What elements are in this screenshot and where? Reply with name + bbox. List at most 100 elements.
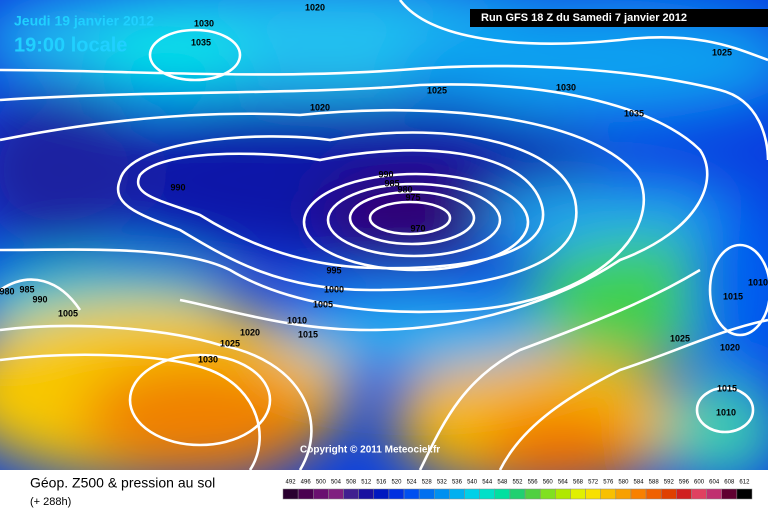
isobar-label: 985 xyxy=(19,284,34,294)
isobar-label: 1020 xyxy=(310,102,330,112)
legend-swatch xyxy=(615,488,632,500)
legend-swatch xyxy=(570,488,586,500)
isobar xyxy=(418,268,701,470)
legend-swatch xyxy=(660,488,677,500)
legend-swatch xyxy=(676,488,692,500)
run-info: Run GFS 18 Z du Samedi 7 janvier 2012 xyxy=(481,12,687,24)
legend-swatch xyxy=(539,488,556,500)
isobar-label: 1020 xyxy=(240,327,260,337)
legend-swatch xyxy=(509,488,526,500)
legend-swatch xyxy=(479,488,496,500)
isobar-label: 1005 xyxy=(58,308,78,318)
isobar-label: 1025 xyxy=(670,333,690,343)
isobar-label: 1030 xyxy=(194,18,214,28)
legend-label: 532 xyxy=(437,480,448,486)
legend-swatch xyxy=(645,488,662,500)
legend-label: 512 xyxy=(361,480,372,486)
legend-label: 536 xyxy=(452,480,463,486)
legend-swatch xyxy=(691,488,707,500)
valid-date: Jeudi 19 janvier 2012 xyxy=(14,13,154,29)
legend-swatch xyxy=(418,488,435,500)
isobar xyxy=(302,172,530,272)
legend-swatch xyxy=(524,488,541,500)
isobar-label: 1025 xyxy=(220,338,240,348)
legend-label: 600 xyxy=(694,480,705,486)
legend-label: 572 xyxy=(588,480,599,486)
legend-label: 604 xyxy=(709,480,720,486)
legend-label: 524 xyxy=(407,480,418,486)
forecast-lead: (+ 288h) xyxy=(30,496,71,508)
legend-label: 568 xyxy=(573,480,584,486)
isobar-label: 1010 xyxy=(287,315,307,325)
legend-swatch xyxy=(328,488,344,500)
isobar-label: 1035 xyxy=(191,37,211,47)
isobar xyxy=(348,190,476,246)
isobar-label: 1000 xyxy=(324,284,344,294)
isobar-label: 995 xyxy=(326,265,341,275)
legend-label: 520 xyxy=(391,480,402,486)
legend-swatch xyxy=(358,488,375,500)
legend-label: 504 xyxy=(331,480,342,486)
legend-swatch xyxy=(706,488,722,500)
isobar-label: 1030 xyxy=(198,354,218,364)
isobar xyxy=(498,318,768,470)
legend-label: 508 xyxy=(346,480,357,486)
legend-label: 580 xyxy=(618,480,629,486)
isobar-label: 1015 xyxy=(717,383,737,393)
isobar-label: 1020 xyxy=(720,342,740,352)
isobar xyxy=(0,278,82,311)
isobar-label: 1015 xyxy=(298,329,318,339)
legend-label: 492 xyxy=(286,480,297,486)
isobar-label: 1030 xyxy=(556,82,576,92)
legend-swatch xyxy=(313,488,329,500)
legend-swatch xyxy=(388,488,405,500)
legend-swatch xyxy=(600,488,617,500)
legend-label: 548 xyxy=(497,480,508,486)
isobar xyxy=(695,386,755,434)
isobars xyxy=(0,0,768,470)
isobar-label: 990 xyxy=(32,294,47,304)
legend-swatch xyxy=(343,488,359,500)
legend-label: 588 xyxy=(649,480,660,486)
legend-swatch xyxy=(282,488,299,500)
isobar-label: 1025 xyxy=(427,85,447,95)
isobar xyxy=(0,324,313,470)
isobar xyxy=(368,200,452,236)
legend-swatch xyxy=(555,488,571,500)
isobar xyxy=(128,353,272,447)
legend-swatch xyxy=(464,488,480,500)
legend-label: 496 xyxy=(301,480,312,486)
isobar xyxy=(116,131,578,292)
isobar-label: 970 xyxy=(410,223,425,233)
legend-label: 612 xyxy=(739,480,750,486)
legend-swatch xyxy=(403,488,420,500)
isobar-label: 990 xyxy=(378,169,393,179)
legend-label: 564 xyxy=(558,480,569,486)
isobar xyxy=(0,64,768,161)
isobar-label: 1015 xyxy=(723,291,743,301)
isobar xyxy=(398,0,768,62)
legend-label: 528 xyxy=(422,480,433,486)
legend: 492 496 500 504 508 512 516 520 524 528 532 536 540 5… xyxy=(282,480,753,500)
isobar-label: 985 xyxy=(384,178,399,188)
legend-label: 608 xyxy=(724,480,735,486)
run-banner xyxy=(470,9,768,27)
isobar-label: 975 xyxy=(405,192,420,202)
isobar-label: 990 xyxy=(170,182,185,192)
legend-label: 560 xyxy=(543,480,554,486)
legend-swatch xyxy=(373,488,390,500)
legend-label: 540 xyxy=(467,480,478,486)
isobar-label: 1010 xyxy=(748,277,768,287)
legend-swatch xyxy=(585,488,601,500)
isobar xyxy=(0,353,261,470)
isobar-label: 1005 xyxy=(313,299,333,309)
legend-label: 596 xyxy=(679,480,690,486)
legend-label: 552 xyxy=(512,480,523,486)
legend-label: 544 xyxy=(482,480,493,486)
legend-label: 500 xyxy=(316,480,327,486)
legend-swatch xyxy=(297,488,314,500)
isobar-label: 1035 xyxy=(624,108,644,118)
isobar xyxy=(136,149,545,270)
